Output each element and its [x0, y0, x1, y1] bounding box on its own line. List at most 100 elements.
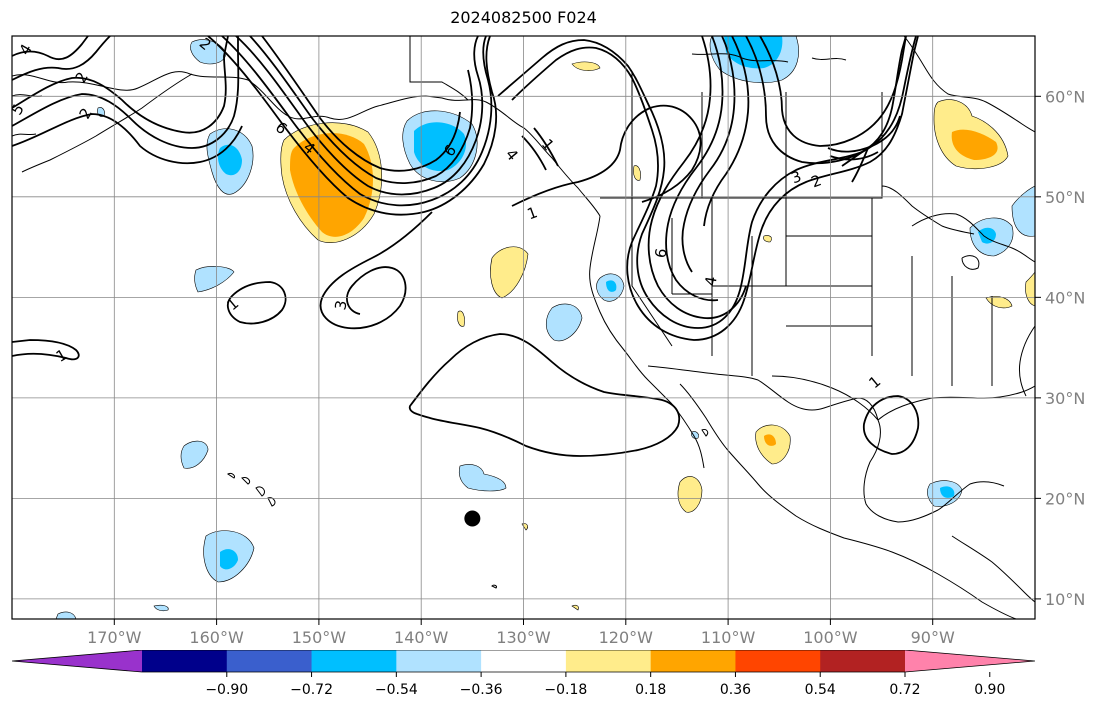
contour-line [12, 36, 111, 81]
shade-light-blue-hawaii-n [194, 266, 235, 293]
lon-tick-label: 160°W [189, 628, 244, 647]
contour-line [511, 36, 919, 341]
contour-line [207, 36, 498, 216]
colorbar-segments [12, 650, 1035, 673]
contour-line [221, 36, 493, 207]
location-marker[interactable] [464, 510, 481, 527]
colorbar: −0.90 −0.72 −0.54 −0.36 −0.18 0.18 0.36 0.54 0.7… [12, 650, 1035, 698]
contour-line [12, 36, 89, 61]
shade-blue-gulf [414, 122, 467, 172]
colorbar-extend-low [12, 650, 142, 672]
colorbar-segment [396, 650, 482, 672]
colorbar-tick-label: −0.54 [375, 682, 418, 698]
border-us-canada [600, 185, 975, 235]
lat-tick-label: 50°N [1045, 188, 1085, 207]
coastline-hawaii [227, 473, 276, 507]
contour-line [681, 36, 736, 273]
map-panel[interactable]: 4 2 2 5 2 6 4 1 1 3 1 1 6 4 3 2 6 4 1 17… [11, 35, 1085, 647]
colorbar-tick-label: 0.18 [635, 682, 666, 698]
lon-tick-label: 100°W [803, 628, 858, 647]
shade-light-blue-east [1011, 185, 1035, 237]
graticule [12, 36, 1035, 619]
contour-line [261, 36, 461, 172]
shade-orange-mex [764, 434, 776, 446]
lon-tick-label: 90°W [911, 628, 955, 647]
colorbar-tick-label: −0.36 [460, 682, 503, 698]
contour-label: 4 [701, 275, 720, 288]
shade-light-blue-hawaii [180, 440, 209, 469]
colorbar-segment [311, 650, 397, 672]
contour-line [319, 211, 433, 330]
border-canada-provinces [631, 72, 883, 198]
border-alaska-canada [409, 36, 469, 101]
lon-tick-label: 150°W [292, 628, 347, 647]
lon-tick-label: 130°W [496, 628, 551, 647]
contour-line [12, 36, 229, 134]
shade-light-blue-small4 [691, 431, 699, 439]
contour-label: 3 [331, 299, 350, 312]
coastline-gulf-mexico [771, 375, 1005, 523]
shade-light-blue-small2 [55, 611, 77, 619]
contour-line [759, 36, 907, 147]
coastline-alaska-peninsula [21, 73, 193, 173]
colorbar-tick-label: −0.18 [544, 682, 587, 698]
colorbar-tick-label: 0.72 [889, 682, 920, 698]
map-title: 2024082500 F024 [450, 8, 597, 27]
contour-line [226, 281, 287, 325]
coastline-greatlakes [911, 213, 1035, 270]
shading-layer [55, 36, 1035, 619]
lat-tick-label: 20°N [1045, 489, 1085, 508]
coastline-us-west [589, 215, 673, 405]
coastline-us-east [1019, 325, 1035, 397]
contour-layer [12, 36, 920, 457]
shade-light-blue-offshore [545, 303, 583, 342]
shade-light-blue-small1 [153, 604, 169, 612]
lon-tick-label: 120°W [599, 628, 654, 647]
contour-line [647, 36, 747, 319]
colorbar-segment [565, 650, 652, 672]
shade-light-yellow-idaho [633, 165, 641, 181]
shade-blue-south [220, 549, 238, 570]
contour-line [408, 333, 681, 457]
contour-line [521, 127, 559, 171]
contour-label: 6 [651, 247, 670, 260]
shade-light-yellow-pac2 [677, 476, 703, 513]
colorbar-tick-label: −0.72 [290, 682, 333, 698]
shade-blue-yucatan [940, 486, 955, 498]
lat-tick-label: 10°N [1045, 590, 1085, 609]
shade-blue-nevada [606, 280, 617, 292]
contour-line [841, 145, 870, 183]
shade-blue-aleutian [218, 144, 242, 176]
colorbar-segment [735, 650, 821, 672]
contour-line [12, 339, 80, 361]
coastline-alaska [12, 71, 601, 217]
coastline-hudson [903, 36, 1035, 133]
coastline-mexico-west [725, 447, 1017, 619]
shade-light-blue-midpac [458, 464, 507, 492]
contour-line [497, 36, 907, 329]
lon-tick-label: 110°W [701, 628, 756, 647]
lon-tick-label: 170°W [87, 628, 142, 647]
colorbar-segment [142, 650, 228, 672]
shade-light-yellow-small4 [763, 235, 772, 243]
lat-tick-label: 60°N [1045, 87, 1085, 106]
shade-light-yellow-pac [490, 246, 529, 299]
contour-line [665, 36, 724, 302]
shade-light-yellow-canada [571, 61, 601, 71]
contour-line [12, 36, 240, 149]
contour-line [827, 115, 901, 161]
longitude-ticks: 170°W 160°W 150°W 140°W 130°W 120°W 110°W 100°W… [87, 619, 955, 647]
shade-light-blue-bering [190, 39, 227, 65]
colorbar-segment [226, 650, 313, 672]
contour-line [863, 395, 920, 455]
colorbar-ticks: −0.90 −0.72 −0.54 −0.36 −0.18 0.18 0.36 0.54 0.7… [205, 672, 1005, 698]
coastline-islands [491, 429, 709, 589]
colorbar-outline [12, 650, 1035, 673]
colorbar-segment [650, 650, 736, 672]
colorbar-segment [820, 650, 906, 672]
shade-orange-bc [951, 129, 998, 160]
colorbar-segment [481, 650, 567, 672]
colorbar-tick-label: 0.36 [720, 682, 751, 698]
latitude-ticks: 10°N 20°N 30°N 40°N 50°N 60°N [1035, 87, 1085, 609]
shade-blue-greatlakes [978, 227, 996, 244]
